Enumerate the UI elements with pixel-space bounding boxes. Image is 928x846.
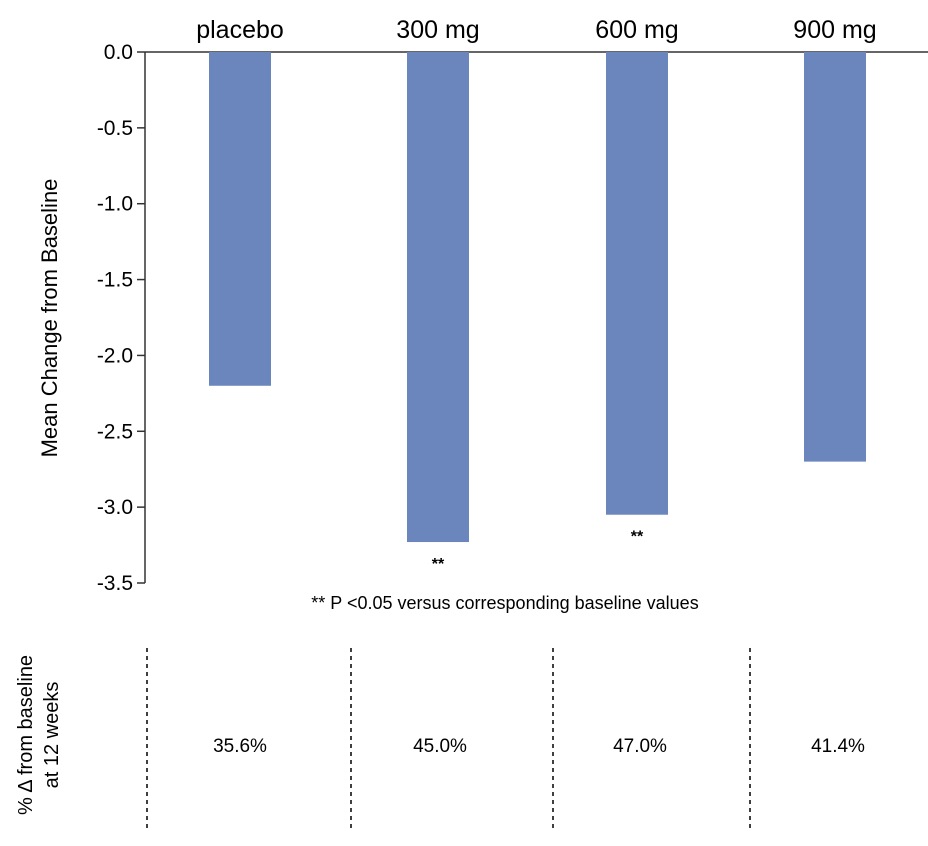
- bar: [606, 52, 668, 515]
- bar: [407, 52, 469, 543]
- percent-change-table: % Δ from baseline at 12 weeks 35.6% 45.0…: [15, 648, 865, 830]
- footnote: ** P <0.05 versus corresponding baseline…: [311, 593, 698, 613]
- axes: [144, 51, 928, 583]
- table-row-label-line2: at 12 weeks: [41, 682, 63, 789]
- category-label: placebo: [196, 16, 284, 44]
- y-ticks: 0.0 -0.5 -1.0 -1.5 -2.0 -2.5 -3.0 -3.5: [97, 41, 145, 595]
- bar: [804, 52, 866, 462]
- bar: [209, 52, 271, 386]
- y-tick-label: -2.5: [97, 420, 133, 443]
- significance-markers: ** **: [432, 529, 644, 573]
- table-row-label-line1: % Δ from baseline: [15, 655, 37, 815]
- y-tick-label: -2.0: [97, 344, 133, 367]
- y-tick-label: -3.5: [97, 572, 133, 595]
- significance-marker: **: [631, 529, 644, 546]
- y-tick-label: -3.0: [97, 496, 133, 519]
- y-axis-label: Mean Change from Baseline: [37, 179, 62, 458]
- table-cell-600mg: 47.0%: [613, 736, 667, 757]
- category-labels: placebo 300 mg 600 mg 900 mg: [196, 16, 876, 44]
- y-tick-label: -1.5: [97, 269, 133, 292]
- table-cell-300mg: 45.0%: [413, 736, 467, 757]
- category-label: 600 mg: [595, 16, 678, 44]
- category-label: 300 mg: [396, 16, 479, 44]
- bars: [209, 52, 866, 543]
- y-tick-label: -1.0: [97, 193, 133, 216]
- category-label: 900 mg: [793, 16, 876, 44]
- table-cell-900mg: 41.4%: [811, 736, 865, 757]
- table-dividers: [146, 648, 751, 830]
- y-tick-label: -0.5: [97, 117, 133, 140]
- y-tick-label: 0.0: [104, 41, 133, 64]
- table-cell-placebo: 35.6%: [213, 736, 267, 757]
- significance-marker: **: [432, 556, 445, 573]
